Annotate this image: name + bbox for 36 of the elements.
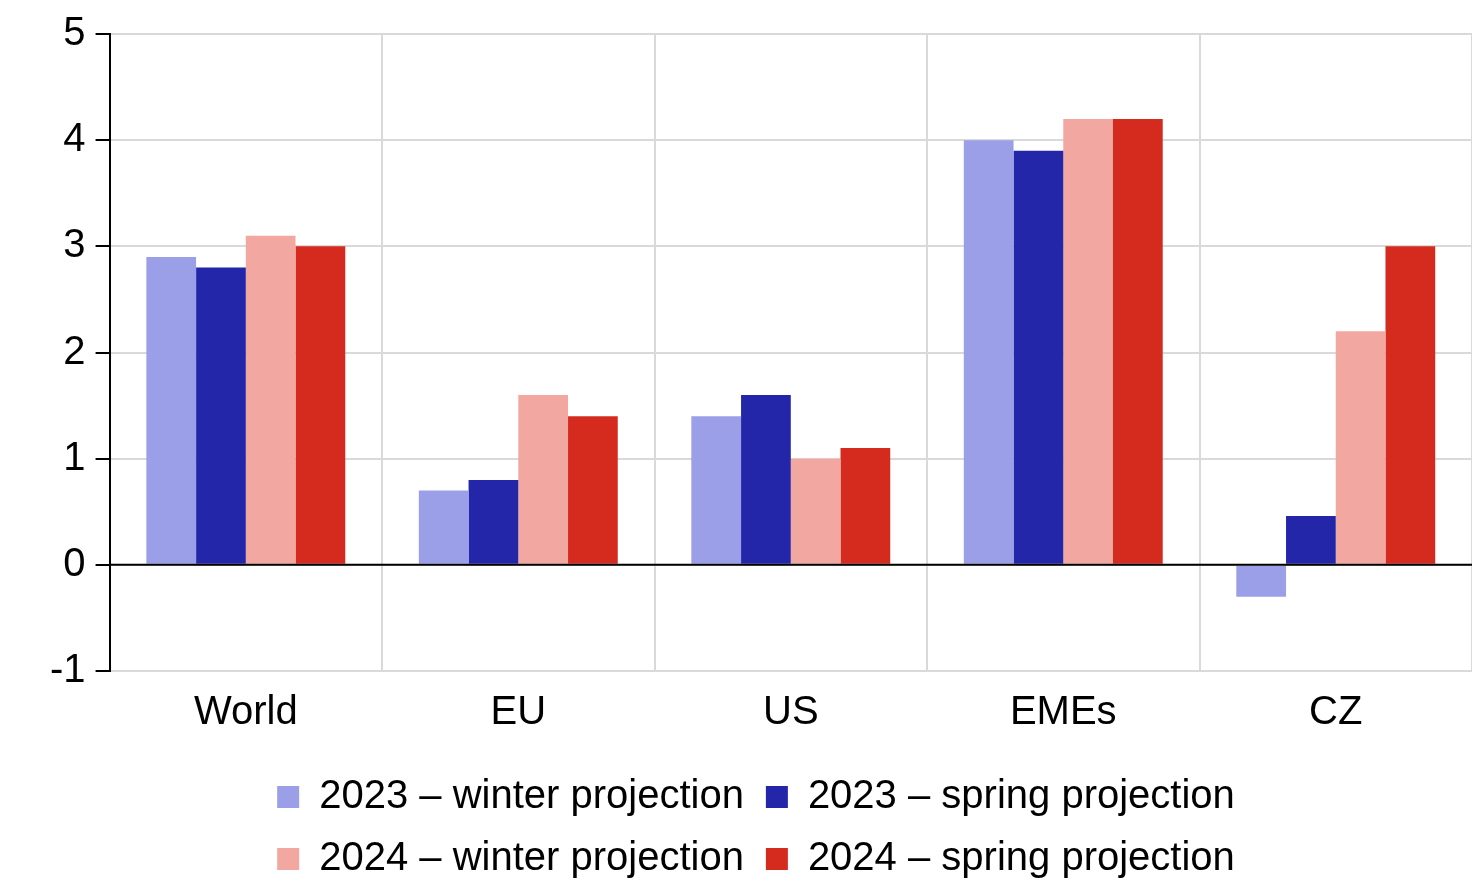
x-tick-label: US bbox=[762, 688, 819, 733]
bar bbox=[1385, 246, 1436, 564]
bar bbox=[518, 394, 569, 564]
bar bbox=[468, 479, 519, 564]
y-tick-label: 4 bbox=[63, 115, 86, 160]
legend-label: 2023 – winter projection bbox=[319, 772, 744, 817]
y-tick-label: 2 bbox=[63, 327, 86, 372]
bar bbox=[196, 267, 246, 564]
y-tick-label: 1 bbox=[63, 433, 86, 478]
bar bbox=[568, 416, 618, 564]
y-tick-label: 0 bbox=[63, 539, 86, 584]
legend-label: 2024 – winter projection bbox=[319, 834, 744, 879]
bar bbox=[1113, 118, 1163, 564]
bar bbox=[1286, 516, 1336, 564]
x-tick-label: EU bbox=[490, 688, 547, 733]
y-tick-label: 5 bbox=[63, 9, 86, 54]
legend-label: 2024 – spring projection bbox=[807, 834, 1235, 879]
bar bbox=[1335, 331, 1386, 564]
bar bbox=[1063, 118, 1113, 564]
bar bbox=[245, 235, 296, 564]
x-tick-label: CZ bbox=[1309, 688, 1363, 733]
bar bbox=[418, 490, 469, 564]
bar bbox=[963, 140, 1014, 564]
bar bbox=[741, 394, 791, 564]
y-tick-label: 3 bbox=[63, 221, 86, 266]
y-tick-label: -1 bbox=[49, 646, 86, 691]
bar bbox=[691, 416, 742, 564]
legend-label: 2023 – spring projection bbox=[807, 772, 1235, 817]
bar bbox=[840, 448, 891, 564]
x-tick-label: World bbox=[193, 688, 298, 733]
bar bbox=[146, 256, 197, 564]
bar bbox=[1013, 150, 1064, 564]
bar bbox=[790, 458, 841, 564]
bar bbox=[295, 246, 346, 564]
x-tick-label: EMEs bbox=[1009, 688, 1117, 733]
bar bbox=[1236, 565, 1287, 597]
